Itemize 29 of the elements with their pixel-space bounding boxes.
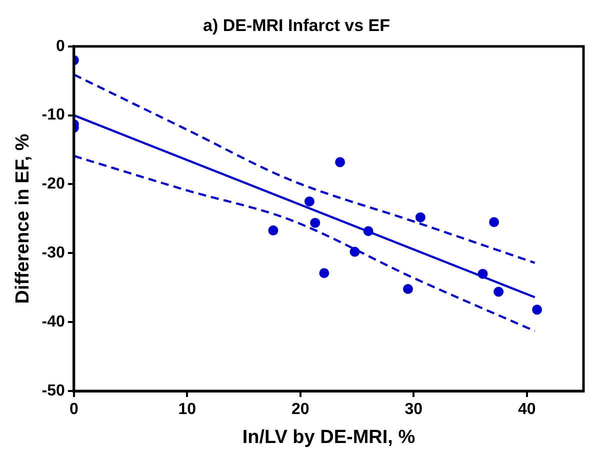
y-tick-label: -50 bbox=[42, 382, 66, 400]
y-tick-label: -20 bbox=[42, 176, 66, 193]
line-series bbox=[74, 74, 536, 264]
point bbox=[402, 284, 413, 294]
line-series bbox=[74, 154, 536, 332]
y-tick-label: -30 bbox=[42, 244, 66, 262]
chart-title: a) DE-MRI Infarct vs EF bbox=[202, 16, 390, 35]
y-tick-label: -40 bbox=[42, 313, 66, 330]
point bbox=[478, 268, 488, 279]
point bbox=[415, 212, 426, 222]
y-axis-title: Difference in EF, % bbox=[12, 134, 34, 304]
x-tick-label: 30 bbox=[404, 401, 423, 418]
x-tick-label: 0 bbox=[69, 401, 78, 418]
x-axis-title: In/LV by DE-MRI, % bbox=[242, 426, 416, 448]
point bbox=[335, 157, 346, 168]
y-tick-label: -10 bbox=[42, 106, 66, 124]
point bbox=[494, 286, 504, 297]
point bbox=[319, 268, 330, 278]
y-tick-label: 0 bbox=[56, 38, 66, 55]
point bbox=[532, 304, 542, 315]
x-tick-label: 20 bbox=[292, 401, 310, 418]
point bbox=[268, 225, 278, 236]
point bbox=[363, 226, 374, 236]
x-tick-label: 10 bbox=[178, 401, 196, 418]
point bbox=[350, 246, 360, 257]
x-tick-label: 40 bbox=[518, 401, 536, 418]
point bbox=[489, 217, 500, 228]
point bbox=[310, 218, 320, 228]
point bbox=[304, 196, 314, 206]
